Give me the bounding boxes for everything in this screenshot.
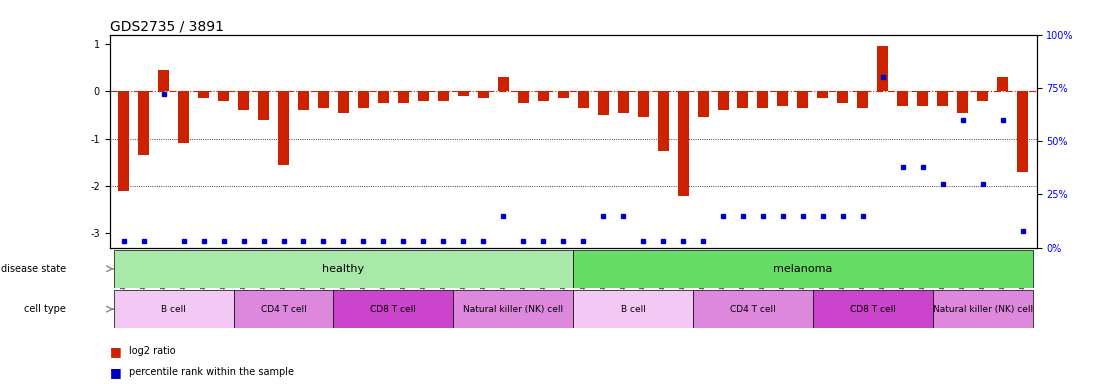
Bar <box>858 91 869 108</box>
Bar <box>158 70 169 91</box>
Bar <box>498 77 509 91</box>
Bar <box>453 290 573 328</box>
Text: B cell: B cell <box>621 305 645 314</box>
Bar <box>1017 91 1028 172</box>
Bar <box>997 77 1008 91</box>
Bar <box>199 91 210 99</box>
Bar <box>958 91 969 113</box>
Bar <box>578 91 589 108</box>
Text: ■: ■ <box>110 366 122 379</box>
Bar <box>573 250 1032 288</box>
Bar <box>798 91 808 108</box>
Bar <box>258 91 269 120</box>
Text: Natural killer (NK) cell: Natural killer (NK) cell <box>463 305 564 314</box>
Bar <box>138 91 149 156</box>
Bar <box>698 91 709 118</box>
Bar <box>977 91 988 101</box>
Bar <box>657 91 668 151</box>
Text: cell type: cell type <box>24 304 66 314</box>
Text: ■: ■ <box>110 345 122 358</box>
Text: CD4 T cell: CD4 T cell <box>261 305 306 314</box>
Bar <box>937 91 948 106</box>
Text: percentile rank within the sample: percentile rank within the sample <box>129 367 294 377</box>
Bar <box>538 91 548 101</box>
Bar <box>637 91 648 118</box>
Bar <box>358 91 369 108</box>
Bar <box>837 91 848 103</box>
Bar <box>757 91 769 108</box>
Text: melanoma: melanoma <box>773 264 833 274</box>
Bar <box>518 91 529 103</box>
Text: log2 ratio: log2 ratio <box>129 346 177 356</box>
Text: disease state: disease state <box>1 264 66 274</box>
Text: B cell: B cell <box>161 305 186 314</box>
Bar <box>178 91 189 144</box>
Bar <box>813 290 932 328</box>
Bar <box>238 91 249 110</box>
Bar <box>114 250 573 288</box>
Bar <box>878 46 889 91</box>
Bar <box>218 91 229 101</box>
Bar <box>693 290 813 328</box>
Bar <box>573 290 693 328</box>
Bar <box>678 91 689 195</box>
Text: CD8 T cell: CD8 T cell <box>371 305 417 314</box>
Bar <box>118 91 129 191</box>
Text: GDS2735 / 3891: GDS2735 / 3891 <box>110 20 224 33</box>
Bar <box>457 91 468 96</box>
Bar <box>318 91 329 108</box>
Bar <box>478 91 489 99</box>
Bar <box>717 91 728 110</box>
Bar <box>234 290 333 328</box>
Bar <box>278 91 289 165</box>
Bar <box>398 91 409 103</box>
Bar <box>418 91 429 101</box>
Bar <box>917 91 928 106</box>
Bar <box>114 290 234 328</box>
Bar <box>618 91 629 113</box>
Text: healthy: healthy <box>323 264 364 274</box>
Bar <box>737 91 748 108</box>
Bar <box>557 91 568 99</box>
Bar <box>817 91 828 99</box>
Bar <box>778 91 789 106</box>
Bar <box>438 91 449 101</box>
Bar <box>333 290 453 328</box>
Bar <box>598 91 609 115</box>
Text: Natural killer (NK) cell: Natural killer (NK) cell <box>932 305 1032 314</box>
Text: CD4 T cell: CD4 T cell <box>731 305 776 314</box>
Bar <box>932 290 1032 328</box>
Text: CD8 T cell: CD8 T cell <box>850 305 896 314</box>
Bar <box>338 91 349 113</box>
Bar <box>377 91 389 103</box>
Bar <box>897 91 908 106</box>
Bar <box>298 91 309 110</box>
